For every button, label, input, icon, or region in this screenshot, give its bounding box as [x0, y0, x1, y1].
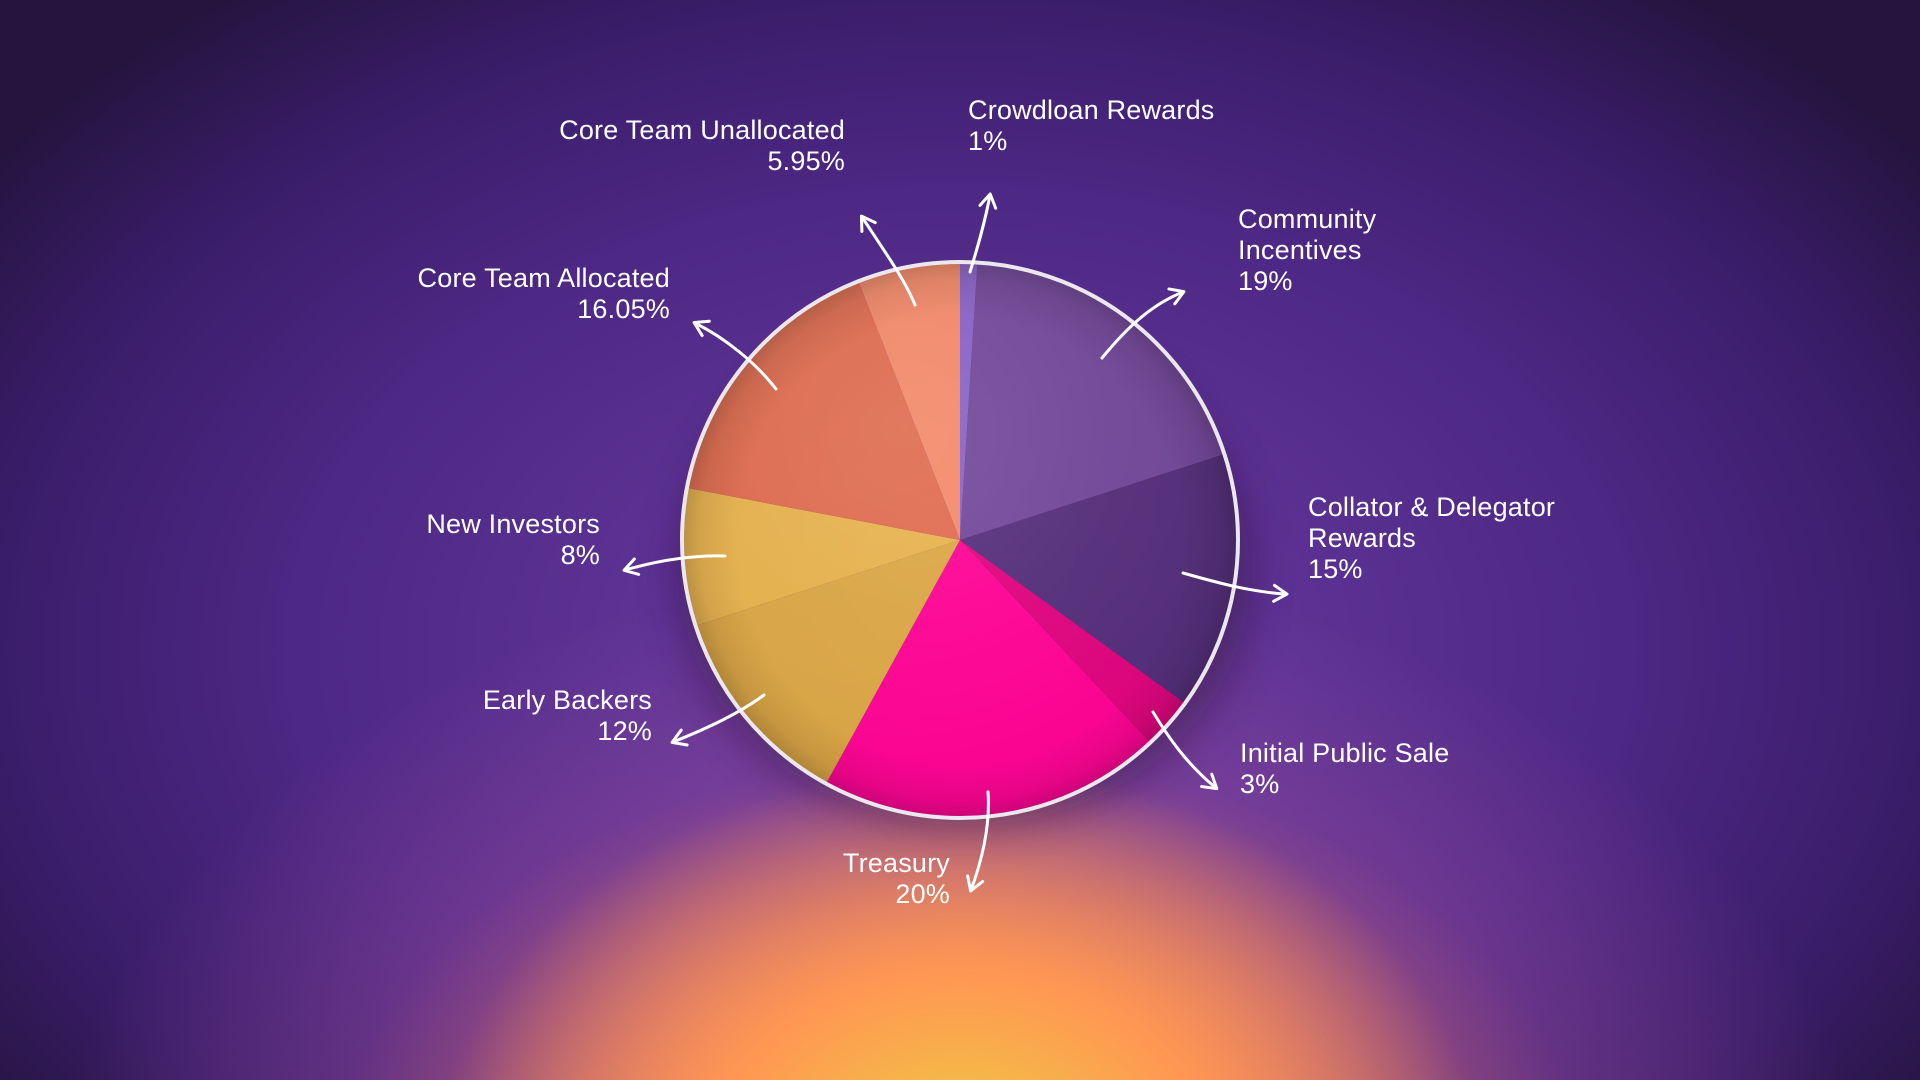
slice-label: Initial Public Sale 3%: [1240, 738, 1449, 799]
callout-arrow: [622, 554, 727, 576]
slice-label: Early Backers 12%: [483, 685, 652, 746]
callout-arrow: [1181, 571, 1289, 603]
callout-arrow: [692, 319, 778, 391]
callout-arrow: [1100, 287, 1186, 360]
slice-value: 15%: [1308, 554, 1363, 584]
slice-value: 5.95%: [767, 146, 845, 176]
slice-name: Community: [1238, 204, 1377, 234]
slice-value: 3%: [1240, 769, 1279, 799]
slice-label: Treasury 20%: [843, 848, 950, 909]
slice-value: 12%: [597, 716, 652, 746]
slice-value: 20%: [895, 879, 950, 909]
slice-label: Core Team Unallocated 5.95%: [559, 115, 845, 176]
slice-name: Incentives: [1238, 235, 1362, 265]
callout-arrow: [1151, 710, 1219, 791]
slice-name: Early Backers: [483, 685, 652, 715]
slice-value: 16.05%: [577, 294, 670, 324]
callout-arrow: [670, 693, 766, 747]
slice-name: Core Team Allocated: [418, 263, 670, 293]
slice-label: Core Team Allocated 16.05%: [418, 263, 670, 324]
slice-value: 1%: [968, 126, 1007, 156]
callout-arrow: [859, 214, 917, 307]
slice-label: Community Incentives 19%: [1238, 204, 1377, 296]
slice-name: Crowdloan Rewards: [968, 95, 1215, 125]
slice-name: Rewards: [1308, 523, 1416, 553]
slice-name: Collator & Delegator: [1308, 492, 1555, 522]
slice-value: 19%: [1238, 266, 1293, 296]
slice-name: Initial Public Sale: [1240, 738, 1449, 768]
callout-arrow: [968, 192, 998, 274]
slice-label: New Investors 8%: [426, 509, 600, 570]
slice-label: Crowdloan Rewards 1%: [968, 95, 1215, 156]
slice-name: Treasury: [843, 848, 950, 878]
callout-arrow: [966, 790, 990, 893]
slice-value: 8%: [561, 540, 600, 570]
slice-name: Core Team Unallocated: [559, 115, 845, 145]
slice-label: Collator & Delegator Rewards 15%: [1308, 492, 1555, 584]
slice-name: New Investors: [426, 509, 600, 539]
